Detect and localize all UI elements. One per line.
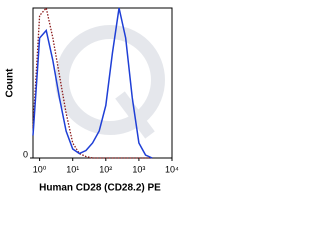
x-tick-label: 10³ <box>132 164 145 174</box>
histogram-line <box>32 7 153 159</box>
x-axis-title: Human CD28 (CD28.2) PE <box>39 183 161 194</box>
plot-frame <box>32 7 173 159</box>
x-tick-label: 10⁴ <box>165 164 179 174</box>
chart: Human CD28 (CD28.2) PE Count 10⁰ 10¹ 10² 10… <box>5 6 179 194</box>
y-axis-title: Count <box>5 68 16 98</box>
x-tick-label: 10² <box>99 164 112 174</box>
histogram-line <box>32 6 153 159</box>
x-tick-label: 10¹ <box>66 164 79 174</box>
x-tick-label: 10⁰ <box>33 164 47 174</box>
y-tick-label: 0 <box>23 149 28 159</box>
watermark <box>55 25 165 139</box>
